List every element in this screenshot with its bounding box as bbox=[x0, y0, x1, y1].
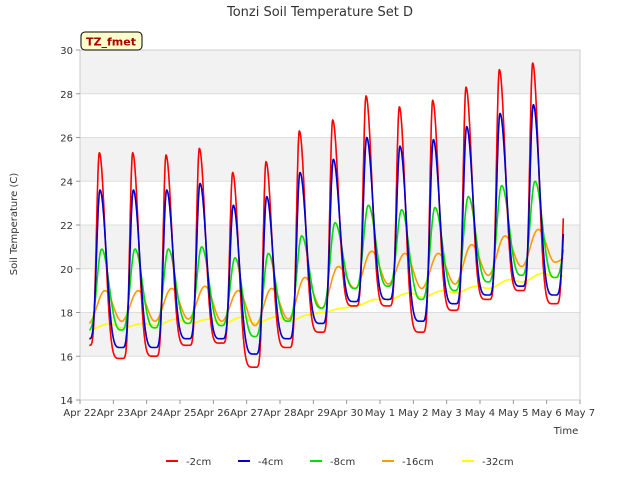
legend-label: -2cm bbox=[186, 457, 211, 468]
legend-label: -16cm bbox=[402, 457, 434, 468]
x-tick-label: Apr 26 bbox=[197, 408, 230, 419]
y-tick-label: 30 bbox=[60, 46, 73, 57]
x-tick-label: May 3 bbox=[432, 408, 462, 419]
legend: -2cm -4cm -8cm -16cm -32cm bbox=[166, 457, 514, 468]
x-tick-label: Apr 29 bbox=[297, 408, 330, 419]
x-axis-label: Time bbox=[553, 426, 578, 437]
y-tick-label: 18 bbox=[60, 309, 73, 320]
chart-title: Tonzi Soil Temperature Set D bbox=[226, 5, 413, 20]
x-tick-label: Apr 23 bbox=[97, 408, 130, 419]
x-tick-label: May 5 bbox=[498, 408, 528, 419]
legend-label: -32cm bbox=[482, 457, 514, 468]
y-tick-label: 28 bbox=[60, 90, 73, 101]
annotation-box: TZ_fmet bbox=[80, 31, 143, 51]
x-tick-label: May 1 bbox=[365, 408, 395, 419]
y-tick-label: 26 bbox=[60, 134, 73, 145]
legend-label: -8cm bbox=[330, 457, 355, 468]
x-tick-label: May 4 bbox=[465, 408, 495, 419]
y-tick-label: 20 bbox=[60, 265, 73, 276]
legend-label: -4cm bbox=[258, 457, 283, 468]
y-tick-label: 22 bbox=[60, 221, 73, 232]
y-tick-label: 24 bbox=[60, 177, 73, 188]
x-tick-label: May 7 bbox=[565, 408, 595, 419]
x-tick-label: Apr 24 bbox=[130, 408, 163, 419]
x-tick-label: Apr 22 bbox=[63, 408, 96, 419]
series-line-2cm bbox=[88, 62, 565, 368]
plot-band bbox=[80, 312, 580, 357]
plot-band bbox=[80, 50, 580, 94]
y-tick-label: 14 bbox=[60, 396, 73, 407]
y-axis-label: Soil Temperature (C) bbox=[9, 173, 20, 276]
x-tick-label: Apr 30 bbox=[330, 408, 363, 419]
series-line-4cm bbox=[88, 103, 565, 355]
series-lines bbox=[88, 62, 565, 368]
annotation-label: TZ_fmet bbox=[86, 36, 136, 49]
series-line-8cm bbox=[88, 180, 565, 338]
x-tick-label: May 2 bbox=[398, 408, 428, 419]
x-tick-label: Apr 27 bbox=[230, 408, 263, 419]
x-tick-label: Apr 28 bbox=[263, 408, 296, 419]
x-tick-label: Apr 25 bbox=[163, 408, 196, 419]
x-tick-label: May 6 bbox=[532, 408, 562, 419]
y-tick-label: 16 bbox=[60, 352, 73, 363]
